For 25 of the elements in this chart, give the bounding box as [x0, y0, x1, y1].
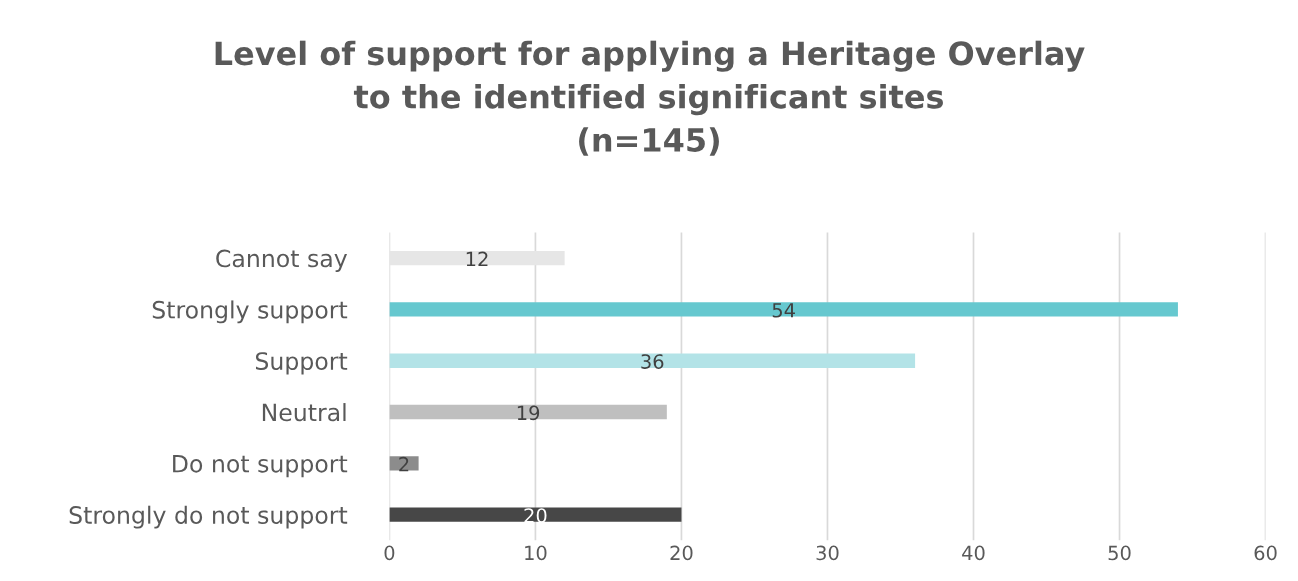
bar [389, 456, 419, 471]
x-tick-label: 40 [962, 545, 985, 561]
x-tick-label: 20 [670, 545, 693, 561]
bar [389, 353, 916, 368]
bar [389, 302, 1178, 317]
x-tick-label: 30 [816, 545, 839, 561]
y-tick-label: Neutral [262, 403, 346, 422]
x-tick-label: 0 [384, 545, 395, 561]
chart-title: Level of support for applying a Heritage Overlay to the identified significant sites (n=145) [215, 40, 1085, 156]
data-label: 36 [641, 354, 664, 369]
y-tick-label: Support [255, 352, 348, 375]
x-tick-label: 60 [1254, 545, 1277, 561]
data-label: 54 [772, 303, 795, 318]
bar [389, 250, 565, 266]
bar [389, 404, 667, 420]
data-label: 2 [399, 456, 409, 472]
x-tick-label: 50 [1108, 545, 1131, 561]
bar [389, 507, 682, 522]
data-label: 12 [466, 251, 488, 266]
x-tick-label: 10 [525, 545, 547, 561]
y-tick-label: Do not support [173, 455, 348, 478]
y-tick-label: Strongly support [152, 300, 348, 324]
data-label: 19 [517, 405, 540, 421]
y-tick-label: Cannot say [216, 249, 348, 272]
y-tick-label: Strongly do not support [69, 505, 348, 529]
